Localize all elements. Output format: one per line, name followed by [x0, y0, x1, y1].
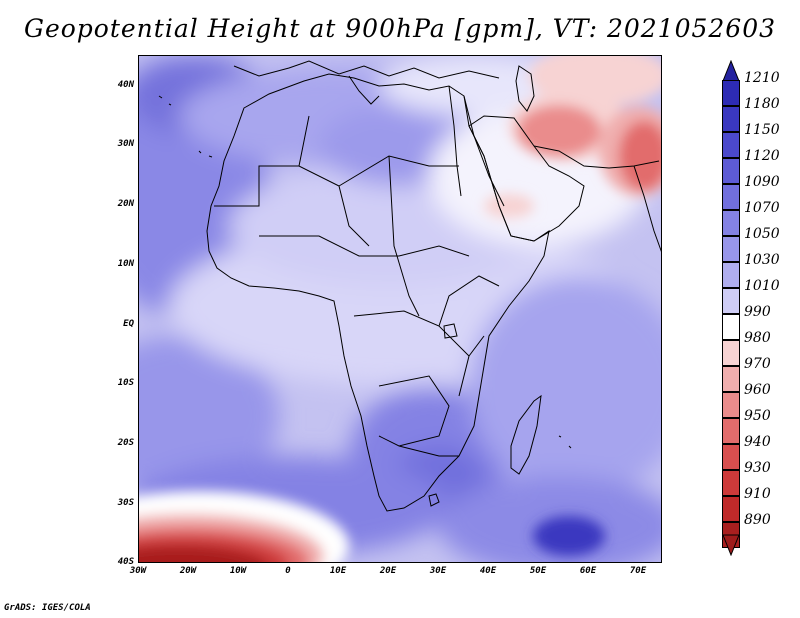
grads-credit: GrADS: IGES/COLA — [4, 603, 91, 613]
colorbar-label: 970 — [744, 356, 771, 372]
lon-label-20w: 20W — [179, 566, 197, 576]
colorbar-label: 930 — [744, 460, 771, 476]
colorbar-swatch — [722, 392, 740, 418]
map-plot-area[interactable] — [138, 55, 662, 563]
colorbar-swatch — [722, 184, 740, 210]
lat-label-10s: 10S — [117, 378, 134, 388]
colorbar-label: 1210 — [744, 70, 780, 86]
colorbar-swatch — [722, 340, 740, 366]
colorbar-label: 890 — [744, 512, 771, 528]
lat-label-40n: 40N — [117, 80, 134, 90]
colorbar-label: 1010 — [744, 278, 780, 294]
lat-label-40s: 40S — [117, 557, 134, 567]
lat-label-30n: 30N — [117, 139, 134, 149]
lon-label-60e: 60E — [579, 566, 597, 576]
colorbar-swatch — [722, 158, 740, 184]
colorbar-label: 1180 — [744, 96, 780, 112]
lon-label-0: 0 — [285, 566, 291, 576]
colorbar-label: 1120 — [744, 148, 780, 164]
lon-label-20e: 20E — [379, 566, 397, 576]
colorbar-label: 990 — [744, 304, 771, 320]
colorbar-label: 1090 — [744, 174, 780, 190]
colorbar-swatch — [722, 470, 740, 496]
coastlines — [158, 60, 661, 512]
colorbar-label: 1150 — [744, 122, 780, 138]
lat-label-30s: 30S — [117, 498, 134, 508]
colorbar-bottom-arrow — [722, 534, 740, 556]
lon-label-50e: 50E — [529, 566, 547, 576]
lat-label-20s: 20S — [117, 438, 134, 448]
lat-label-20n: 20N — [117, 199, 134, 209]
lat-label-eq: EQ — [123, 319, 134, 329]
lat-label-10n: 10N — [117, 259, 134, 269]
colorbar-label: 950 — [744, 408, 771, 424]
map-title: Geopotential Height at 900hPa [gpm], VT:… — [23, 14, 777, 43]
lon-label-40e: 40E — [479, 566, 497, 576]
colorbar-swatch — [722, 444, 740, 470]
colorbar-swatch — [722, 366, 740, 392]
lon-label-30w: 30W — [129, 566, 147, 576]
colorbar-label: 980 — [744, 330, 771, 346]
colorbar-label: 1050 — [744, 226, 780, 242]
colorbar-label: 910 — [744, 486, 771, 502]
lon-label-30e: 30E — [429, 566, 447, 576]
colorbar-swatch — [722, 132, 740, 158]
colorbar-label: 960 — [744, 382, 771, 398]
lon-label-10e: 10E — [329, 566, 347, 576]
colorbar-swatch — [722, 236, 740, 262]
colorbar-top-arrow — [722, 60, 740, 82]
geopotential-map — [139, 56, 661, 562]
lon-label-70e: 70E — [629, 566, 647, 576]
colorbar-swatch — [722, 80, 740, 106]
colorbar-swatch — [722, 288, 740, 314]
colorbar-swatch — [722, 418, 740, 444]
colorbar-label: 940 — [744, 434, 771, 450]
colorbar-swatch — [722, 262, 740, 288]
colorbar-swatch — [722, 496, 740, 522]
colorbar-swatch — [722, 210, 740, 236]
colorbar-label: 1030 — [744, 252, 780, 268]
colorbar-swatch — [722, 314, 740, 340]
lon-label-10w: 10W — [229, 566, 247, 576]
colorbar-swatch — [722, 106, 740, 132]
colorbar-label: 1070 — [744, 200, 780, 216]
